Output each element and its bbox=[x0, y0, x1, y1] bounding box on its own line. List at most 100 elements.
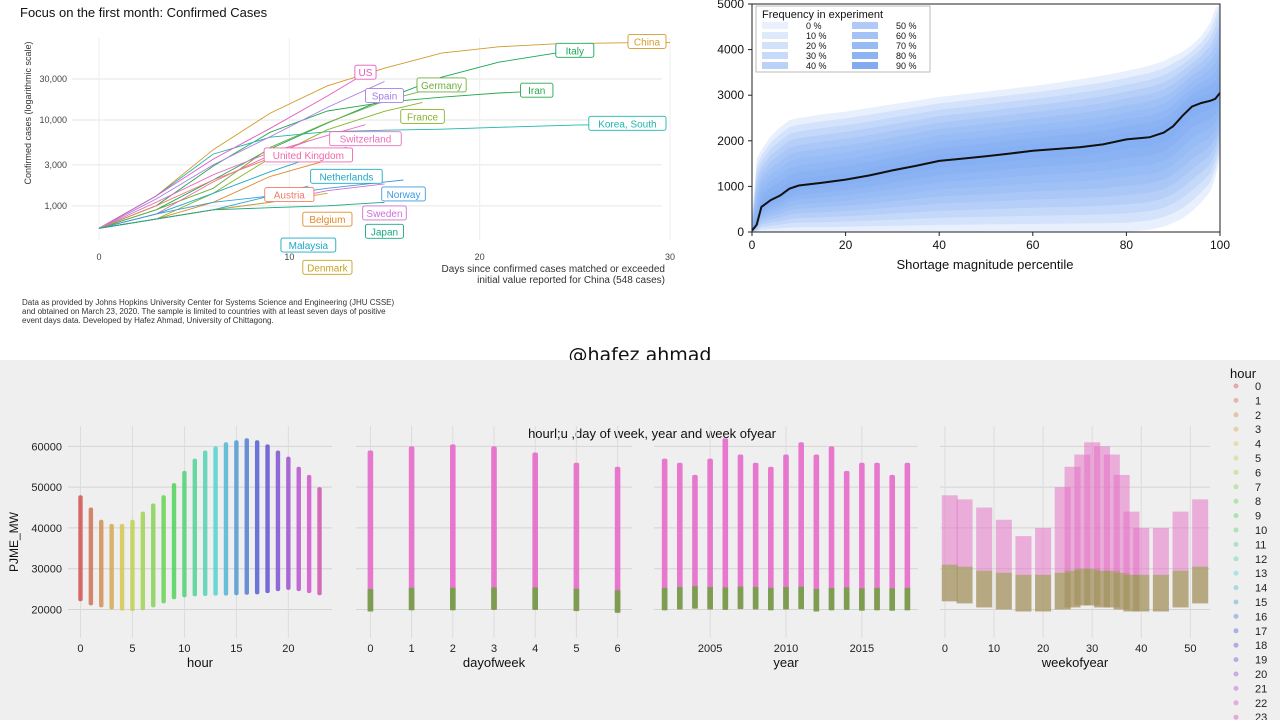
pjme-point-strip bbox=[783, 454, 789, 610]
shortage-legend-items: 0 %10 %20 %30 %40 % 50 %60 %70 %80 %90 % bbox=[762, 21, 917, 71]
pjme-legend-label-17: 17 bbox=[1255, 626, 1267, 638]
pjme-point-strip-low bbox=[752, 587, 759, 610]
pjme-point-strip bbox=[904, 462, 911, 611]
shortage-band-60 bbox=[752, 51, 1220, 232]
pjme-y-tick-label: 20000 bbox=[31, 604, 62, 616]
shortage-y-tick-label: 3000 bbox=[717, 88, 744, 102]
pjme-legend-label-12: 12 bbox=[1255, 554, 1267, 566]
pjme-x-tick-label: 3 bbox=[491, 643, 497, 655]
pjme-chart: hourl;u ,day of week, year and week ofye… bbox=[7, 366, 1267, 724]
covid-x-tick-label: 0 bbox=[96, 252, 101, 262]
pjme-point-strip-low bbox=[843, 587, 850, 610]
pjme-legend-key-8 bbox=[1233, 498, 1239, 504]
pjme-point-strip bbox=[192, 458, 198, 597]
shortage-legend-swatch-30 bbox=[762, 52, 788, 59]
pjme-point-strip-low bbox=[941, 564, 958, 602]
pjme-x-tick-label: 2005 bbox=[698, 643, 722, 655]
pjme-point-strip bbox=[99, 519, 104, 608]
covid-label-box-italy bbox=[555, 42, 595, 58]
shortage-band-30 bbox=[752, 21, 1220, 232]
pjme-point-strip-low bbox=[1015, 574, 1032, 612]
pjme-chart-title: hourl;u ,day of week, year and week ofye… bbox=[528, 426, 777, 441]
pjme-legend-key-18 bbox=[1233, 642, 1239, 648]
shortage-legend-swatch-50 bbox=[852, 22, 878, 29]
shortage-legend-title: Frequency in experiment bbox=[762, 9, 883, 21]
pjme-x-tick-label: 6 bbox=[615, 643, 621, 655]
pjme-x-axis-label-hour: hour bbox=[187, 655, 214, 670]
pjme-legend-label-3: 3 bbox=[1255, 424, 1261, 436]
pjme-point-strip-low bbox=[737, 586, 744, 610]
pjme-point-strip bbox=[798, 442, 804, 610]
pjme-x-tick-label: 2010 bbox=[774, 643, 798, 655]
pjme-point-strip bbox=[119, 523, 125, 611]
pjme-point-strip bbox=[306, 474, 312, 594]
pjme-y-tick-label: 60000 bbox=[31, 441, 62, 453]
covid-y-tick-label: 3,000 bbox=[44, 160, 67, 170]
pjme-legend-label-11: 11 bbox=[1255, 539, 1266, 551]
pjme-x-tick-label: 50 bbox=[1184, 643, 1196, 655]
shortage-x-tick-label: 60 bbox=[1026, 238, 1040, 252]
pjme-point-strip bbox=[707, 458, 713, 610]
pjme-point-strip bbox=[317, 487, 322, 596]
pjme-point-strip bbox=[828, 446, 835, 611]
covid-label-box-switzerland bbox=[329, 131, 402, 147]
pjme-x-tick-label: 40 bbox=[1135, 643, 1147, 655]
pjme-legend-key-14 bbox=[1233, 585, 1239, 591]
covid-label-box-sweden bbox=[362, 205, 407, 221]
pjme-y-axis-label: PJME_MW bbox=[7, 511, 21, 572]
shortage-legend-swatch-0 bbox=[762, 22, 788, 29]
covid-label-spain: Spain bbox=[372, 92, 398, 103]
pjme-legend-key-23 bbox=[1233, 714, 1239, 720]
shortage-legend-swatch-60 bbox=[852, 32, 878, 39]
pjme-facet-weekofyear: 0 10 20 30 40 50 weekofyear bbox=[940, 426, 1210, 670]
covid-line-italy bbox=[98, 50, 575, 229]
shortage-x-tick-label: 0 bbox=[749, 238, 756, 252]
covid-label-box-netherlands bbox=[310, 168, 383, 184]
pjme-legend-key-5 bbox=[1233, 455, 1239, 461]
shortage-bands bbox=[752, 4, 1220, 232]
covid-y-axis-label: Confirmed cases (logarithmic scale) bbox=[23, 41, 33, 184]
covid-line-spain bbox=[98, 81, 385, 229]
pjme-point-strip-low bbox=[768, 587, 774, 611]
pjme-point-strip bbox=[234, 440, 239, 596]
pjme-point-strip bbox=[151, 503, 156, 608]
pjme-point-strip-low bbox=[1133, 574, 1150, 612]
covid-label-box-norway bbox=[381, 186, 426, 202]
covid-label-japan: Japan bbox=[371, 227, 398, 238]
pjme-y-tick-label: 30000 bbox=[31, 564, 62, 576]
pjme-point-strip bbox=[367, 450, 374, 612]
pjme-legend-key-16 bbox=[1233, 613, 1239, 619]
covid-label-austria: Austria bbox=[274, 191, 306, 202]
pjme-x-tick-label: 2 bbox=[450, 643, 456, 655]
covid-chart-title: Focus on the first month: Confirmed Case… bbox=[20, 5, 268, 20]
shortage-legend-box bbox=[755, 5, 931, 73]
covid-label-china: China bbox=[634, 37, 661, 48]
pjme-legend-label-18: 18 bbox=[1255, 640, 1267, 652]
pjme-legend-key-12 bbox=[1233, 556, 1239, 562]
shortage-legend-label-60: 60 % bbox=[896, 31, 917, 41]
pjme-point-strip bbox=[286, 456, 291, 590]
covid-line-iran bbox=[98, 90, 537, 229]
shortage-x-tick-label: 20 bbox=[839, 238, 853, 252]
pjme-point-strip bbox=[874, 462, 880, 611]
pjme-point-strip-low bbox=[450, 587, 456, 611]
pjme-point-strip bbox=[275, 450, 281, 592]
shortage-y-ticks: 0 1000 2000 3000 4000 5000 bbox=[717, 0, 752, 239]
pjme-point-strip bbox=[737, 454, 744, 610]
shortage-legend-swatch-10 bbox=[762, 32, 788, 39]
pjme-point-strip bbox=[244, 438, 249, 595]
pjme-point-strip-low bbox=[707, 587, 713, 610]
pjme-point-strip-low bbox=[367, 589, 374, 612]
shortage-y-tick-label: 2000 bbox=[717, 134, 744, 148]
shortage-legend: Frequency in experiment 0 %10 %20 %30 %4… bbox=[755, 5, 931, 73]
pjme-y-tick-label: 50000 bbox=[31, 482, 62, 494]
pjme-legend-label-14: 14 bbox=[1255, 583, 1267, 595]
pjme-x-tick-label: 10 bbox=[988, 643, 1000, 655]
covid-label-box-germany bbox=[416, 77, 467, 93]
pjme-x-tick-label: 20 bbox=[1037, 643, 1049, 655]
covid-label-box-us bbox=[354, 64, 377, 80]
pjme-legend-key-20 bbox=[1233, 671, 1239, 677]
pjme-legend-label-7: 7 bbox=[1255, 482, 1261, 494]
pjme-point-strip bbox=[109, 523, 114, 610]
